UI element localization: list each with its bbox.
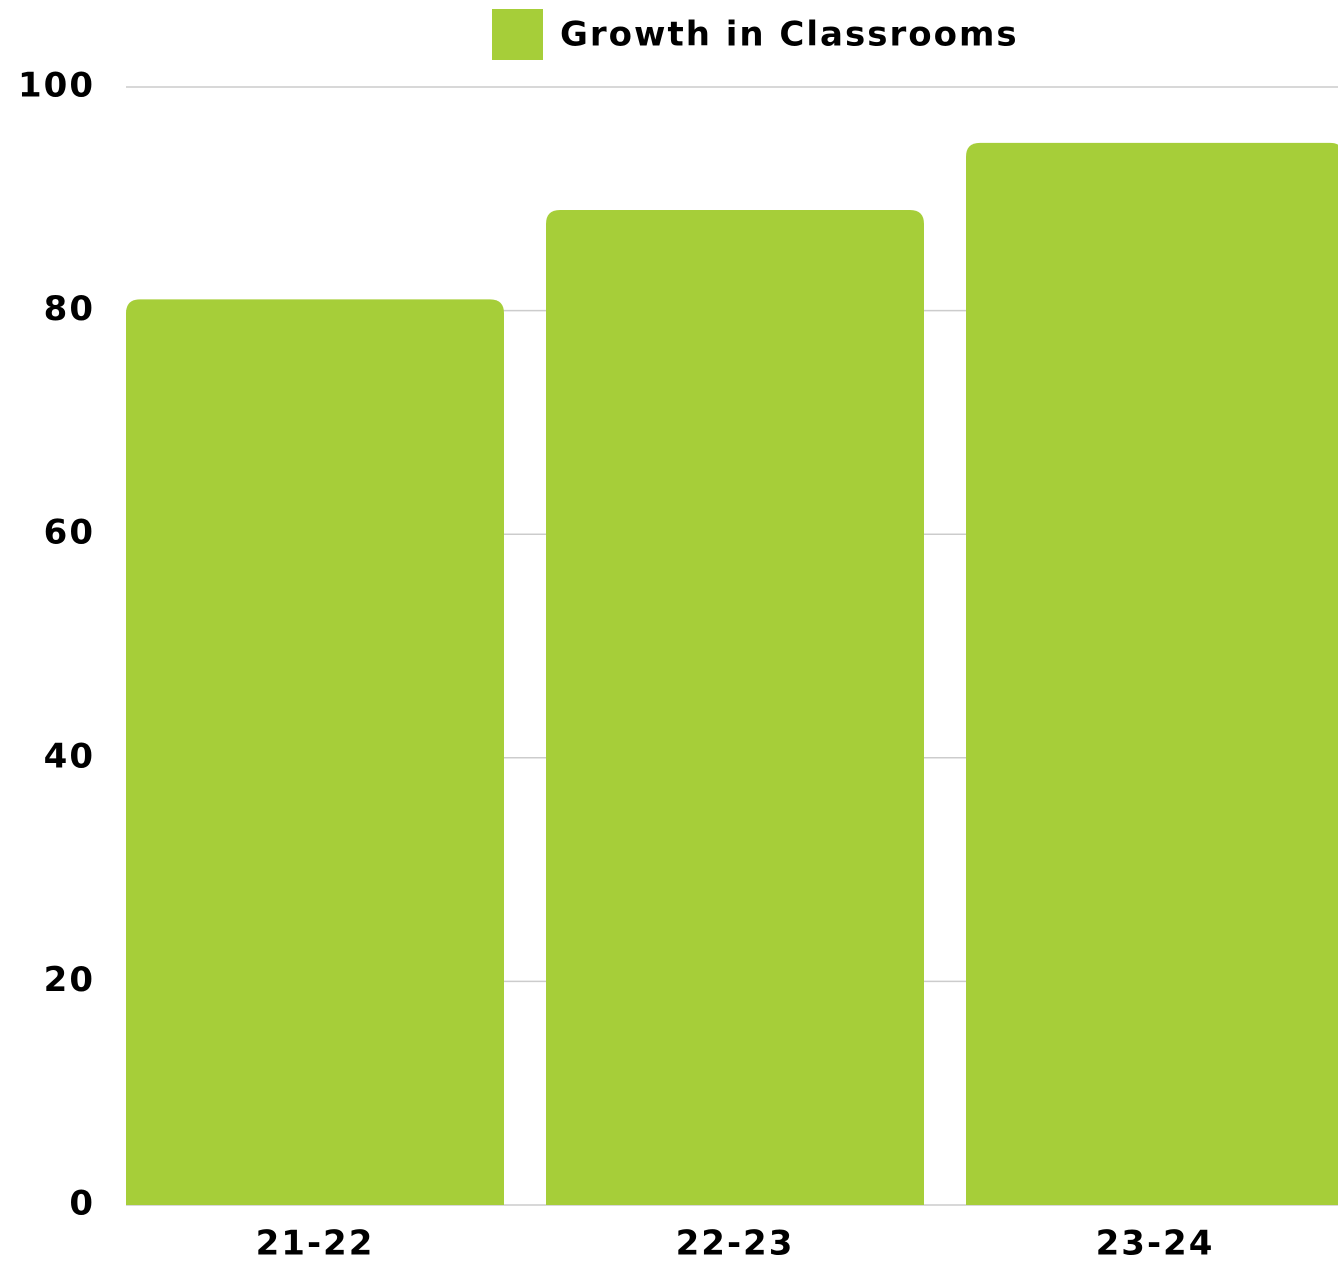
- x-tick-label: 22-23: [676, 1224, 795, 1264]
- legend-label: Growth in Classrooms: [560, 15, 1019, 55]
- y-tick-label: 0: [69, 1184, 95, 1224]
- y-tick-label: 20: [44, 960, 95, 1000]
- y-tick-label: 60: [44, 513, 95, 553]
- bar: [966, 142, 1338, 1205]
- y-tick-label: 40: [44, 736, 95, 776]
- x-tick-label: 23-24: [1096, 1224, 1215, 1264]
- bar: [546, 209, 924, 1206]
- x-tick-label: 21-22: [256, 1224, 375, 1264]
- bar: [126, 299, 504, 1205]
- y-tick-label: 80: [44, 289, 95, 329]
- y-tick-label: 100: [18, 66, 95, 106]
- legend-swatch: [492, 9, 543, 60]
